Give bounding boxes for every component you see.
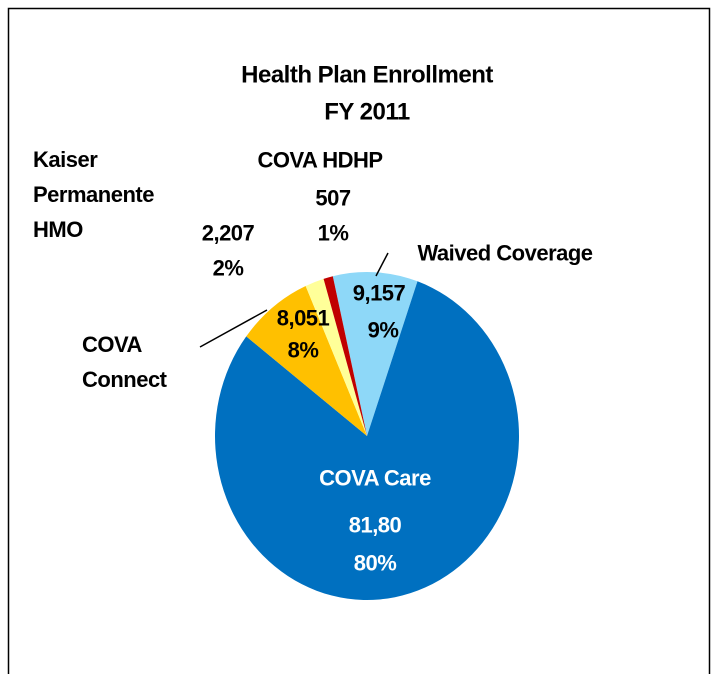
slice-name: COVA HDHP (257, 147, 383, 173)
count-label: 2,207 (201, 220, 255, 246)
count-label: 8,051 (276, 305, 330, 331)
value-label: 80% (353, 550, 397, 576)
value-label: 9% (367, 317, 399, 343)
slice-name: COVA Care (319, 465, 431, 491)
chart-subtitle: FY 2011 (324, 98, 410, 126)
value-label: 8% (287, 337, 319, 363)
count-label: 9,157 (352, 280, 406, 306)
slice-name: Waived Coverage (417, 240, 593, 266)
pie-slice (305, 278, 367, 436)
chart-title: Health Plan Enrollment (241, 61, 493, 89)
count-label: 507 (315, 185, 351, 211)
leader-line (199, 309, 268, 348)
slice-name: COVA Connect (82, 332, 167, 392)
pie-slice (323, 276, 367, 436)
pie (214, 271, 519, 600)
leader-line (375, 252, 389, 277)
value-label: 2% (212, 255, 244, 281)
value-label: 1% (317, 220, 349, 246)
slice-name: Kaiser Permanente HMO (33, 147, 154, 242)
pie-slice (246, 285, 367, 436)
count-label: 81,80 (348, 512, 402, 538)
pie-slice (332, 271, 418, 436)
pie-slice (214, 281, 519, 600)
